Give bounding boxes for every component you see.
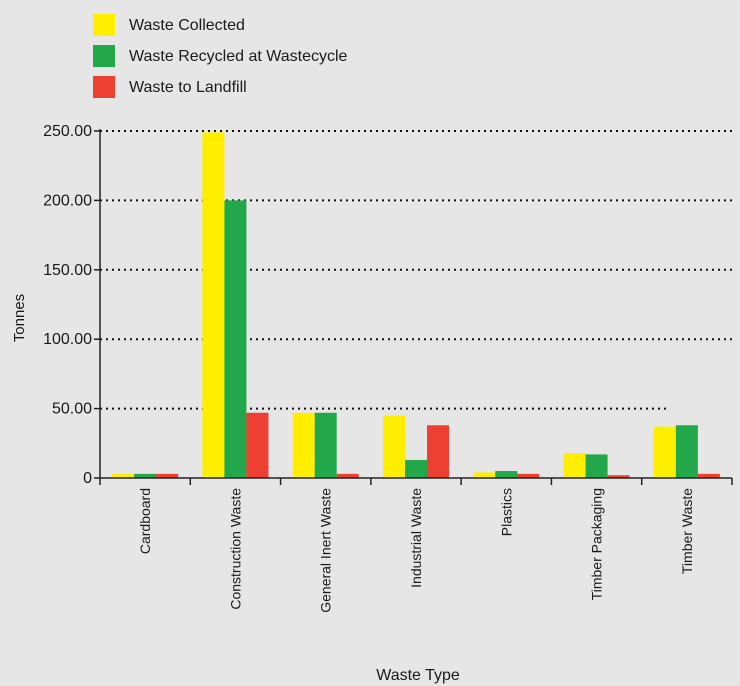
y-tick-labels: 0 50.00 100.00 150.00 200.00 250.00 — [43, 123, 92, 487]
bar-industrial-waste-waste-recycled-at-wastecycle — [405, 459, 427, 478]
bar-general-inert-waste-waste-recycled-at-wastecycle — [314, 412, 337, 478]
axes — [94, 129, 733, 485]
y-tick-label: 100.00 — [43, 331, 92, 348]
x-tick-label-plastics: Plastics — [498, 488, 514, 536]
bars — [112, 132, 720, 478]
bar-industrial-waste-waste-collected — [383, 415, 405, 478]
bar-industrial-waste-waste-to-landfill — [427, 425, 449, 478]
legend: Waste Collected Waste Recycled at Wastecy… — [93, 14, 348, 98]
y-tick-label: 150.00 — [43, 262, 92, 279]
bar-timber-waste-waste-to-landfill — [697, 473, 720, 478]
bar-general-inert-waste-waste-to-landfill — [336, 473, 359, 478]
y-tick-label: 200.00 — [43, 192, 92, 209]
bar-construction-waste-waste-recycled-at-wastecycle — [224, 200, 247, 478]
x-tick-label-timber-waste: Timber Waste — [679, 488, 695, 574]
legend-swatch-waste-recycled-at-wastecycle — [93, 45, 115, 67]
x-tick-label-construction-waste: Construction Waste — [227, 488, 243, 610]
x-tick-label-timber-packaging: Timber Packaging — [589, 488, 605, 600]
x-tick-labels: Cardboard Construction Waste General Inert… — [137, 488, 695, 613]
legend-label-waste-to-landfill: Waste to Landfill — [129, 79, 247, 96]
bar-construction-waste-waste-to-landfill — [246, 412, 269, 478]
gridlines — [100, 130, 732, 410]
bar-cardboard-waste-to-landfill — [156, 473, 179, 478]
legend-swatch-waste-collected — [93, 14, 115, 36]
bar-timber-packaging-waste-to-landfill — [607, 475, 630, 478]
x-tick-label-cardboard: Cardboard — [137, 488, 153, 554]
legend-label-waste-collected: Waste Collected — [129, 17, 245, 34]
bar-cardboard-waste-recycled-at-wastecycle — [134, 473, 157, 478]
bar-timber-packaging-waste-collected — [563, 453, 586, 478]
legend-swatch-waste-to-landfill — [93, 76, 115, 98]
bar-timber-waste-waste-recycled-at-wastecycle — [675, 425, 698, 478]
x-tick-label-industrial-waste: Industrial Waste — [408, 488, 424, 588]
x-tick-label-general-inert-waste: General Inert Waste — [318, 488, 334, 613]
legend-label-waste-recycled-at-wastecycle: Waste Recycled at Wastecycle — [129, 48, 348, 65]
bar-plastics-waste-collected — [473, 472, 496, 478]
bar-plastics-waste-recycled-at-wastecycle — [495, 471, 518, 478]
y-tick-label: 250.00 — [43, 123, 92, 140]
y-tick-label: 0 — [83, 470, 92, 487]
bar-timber-packaging-waste-recycled-at-wastecycle — [585, 454, 608, 478]
x-axis-label: Waste Type — [376, 667, 460, 684]
y-axis-label: Tonnes — [11, 294, 28, 342]
y-tick-label: 50.00 — [52, 401, 92, 418]
bar-cardboard-waste-collected — [112, 473, 135, 478]
bar-timber-waste-waste-collected — [653, 426, 676, 478]
bar-general-inert-waste-waste-collected — [292, 412, 315, 478]
bar-plastics-waste-to-landfill — [517, 473, 540, 478]
bar-construction-waste-waste-collected — [202, 132, 225, 478]
